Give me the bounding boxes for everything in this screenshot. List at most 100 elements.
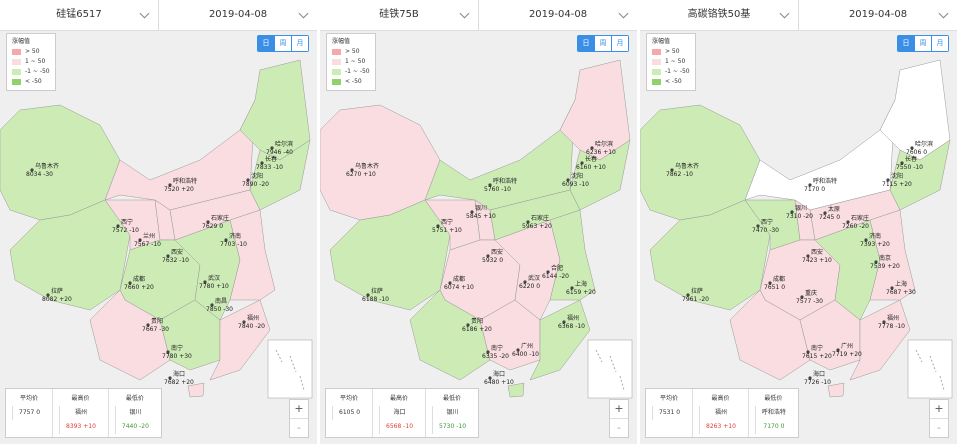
- province: [229, 209, 276, 301]
- period-button[interactable]: 月: [291, 36, 308, 51]
- date-select[interactable]: 2019-04-08: [159, 0, 317, 30]
- city-value: 5932 0: [482, 257, 503, 264]
- city-dot: [366, 293, 370, 297]
- city-value: 7850 -30: [206, 306, 233, 313]
- city-value: 7470 -30: [752, 227, 779, 234]
- city-change: +20: [899, 181, 912, 188]
- city-value: 7260 -20: [842, 223, 869, 230]
- product-select[interactable]: 硅铁75B: [320, 0, 479, 30]
- zoom-button[interactable]: -: [610, 418, 628, 437]
- period-button[interactable]: 周: [914, 36, 931, 51]
- legend-item: -1 ~ -50: [332, 67, 370, 77]
- city-dot: [516, 348, 520, 352]
- city-value: 7780 +10: [199, 283, 229, 290]
- period-button[interactable]: 月: [931, 36, 948, 51]
- city-dot: [686, 293, 690, 297]
- city-value: 7890 -20: [242, 181, 269, 188]
- inset-map: [267, 339, 313, 399]
- legend-item: > 50: [332, 47, 370, 57]
- province: [329, 199, 451, 311]
- city-name: 西宁: [761, 218, 773, 226]
- city-value: 7629 0: [202, 223, 223, 230]
- period-button[interactable]: 日: [578, 36, 594, 51]
- city-name: 海口: [813, 370, 825, 378]
- city-dot: [166, 254, 170, 258]
- city-name: 呼和浩特: [813, 177, 837, 185]
- legend-item: 1 ~ 50: [12, 57, 50, 67]
- product-select[interactable]: 硅锰6517: [0, 0, 159, 30]
- date-select[interactable]: 2019-04-08: [799, 0, 957, 30]
- period-button[interactable]: 周: [594, 36, 611, 51]
- city-value: 7550 -10: [896, 164, 923, 171]
- city-dot: [836, 348, 840, 352]
- city-value: 6480 +10: [484, 379, 514, 386]
- zoom-button[interactable]: +: [614, 402, 624, 415]
- period-button[interactable]: 月: [611, 36, 628, 51]
- city-change: -10: [529, 351, 539, 358]
- inset-map: [587, 339, 633, 399]
- city-value: 6236 +10: [586, 149, 616, 156]
- city-dot: [486, 254, 490, 258]
- city-dot: [864, 238, 868, 242]
- city-price: 7850: [206, 306, 221, 313]
- header: 硅铁75B 2019-04-08: [320, 0, 637, 31]
- city-price: 7572: [112, 227, 127, 234]
- city-name: 成都: [453, 275, 465, 283]
- stat-price: 6105: [339, 409, 355, 416]
- province: [827, 382, 845, 398]
- city-dot: [526, 220, 530, 224]
- city-price: 5845: [466, 213, 481, 220]
- city-price: 7840: [238, 323, 253, 330]
- city-price: 7577: [796, 298, 811, 305]
- city-name: 西安: [811, 248, 823, 256]
- city-dot: [246, 178, 250, 182]
- city-change: -10: [379, 296, 389, 303]
- city-dot: [466, 323, 470, 327]
- city-dot: [242, 320, 246, 324]
- stat-city: 银川: [114, 406, 155, 420]
- period-button[interactable]: 周: [274, 36, 291, 51]
- legend-label: < -50: [25, 78, 42, 85]
- city-value: 7632 -10: [162, 257, 189, 264]
- city-dot: [823, 211, 827, 215]
- city-change: -20: [803, 213, 813, 220]
- stats: 平均价 6105 0 最高价 海口 6568 -10 最低价 银川 5730 -10: [325, 388, 480, 438]
- city-dot: [436, 224, 440, 228]
- stat-price: 6568: [386, 423, 402, 430]
- legend-title: 涨幅值: [12, 38, 31, 45]
- city-value: 6186 +20: [462, 326, 492, 333]
- city-price: 6236: [586, 149, 601, 156]
- city-name: 重庆: [805, 289, 817, 297]
- city-value: 6220 0: [519, 283, 540, 290]
- period-button[interactable]: 日: [898, 36, 914, 51]
- zoom-button[interactable]: -: [930, 418, 948, 437]
- zoom-button[interactable]: +: [934, 402, 944, 415]
- stat-label: 最低价: [443, 395, 462, 402]
- date-select[interactable]: 2019-04-08: [479, 0, 637, 30]
- city-dot: [203, 280, 207, 284]
- stat-min: 最低价 呼和浩特 7170 0: [747, 389, 798, 437]
- city-change: -10: [501, 186, 511, 193]
- city-value: 6159 +20: [566, 289, 596, 296]
- city-dot: [590, 146, 594, 150]
- city-change: -10: [821, 379, 831, 386]
- legend-label: -1 ~ -50: [345, 68, 370, 75]
- city-dot: [116, 224, 120, 228]
- city-name: 哈尔滨: [915, 140, 933, 148]
- city-price: 7660: [124, 284, 139, 291]
- city-name: 呼和浩特: [173, 177, 197, 185]
- legend-swatch: [332, 48, 341, 55]
- period-button[interactable]: 日: [258, 36, 274, 51]
- city-dot: [546, 270, 550, 274]
- city-price: 7393: [860, 241, 875, 248]
- city-price: 6160: [576, 164, 591, 171]
- zoom-button[interactable]: -: [290, 418, 308, 437]
- province: [104, 99, 256, 211]
- legend-label: -1 ~ -50: [25, 68, 50, 75]
- zoom-button[interactable]: +: [294, 402, 304, 415]
- city-name: 石家庄: [211, 214, 229, 222]
- product-select[interactable]: 高碳铬铁50基: [640, 0, 799, 30]
